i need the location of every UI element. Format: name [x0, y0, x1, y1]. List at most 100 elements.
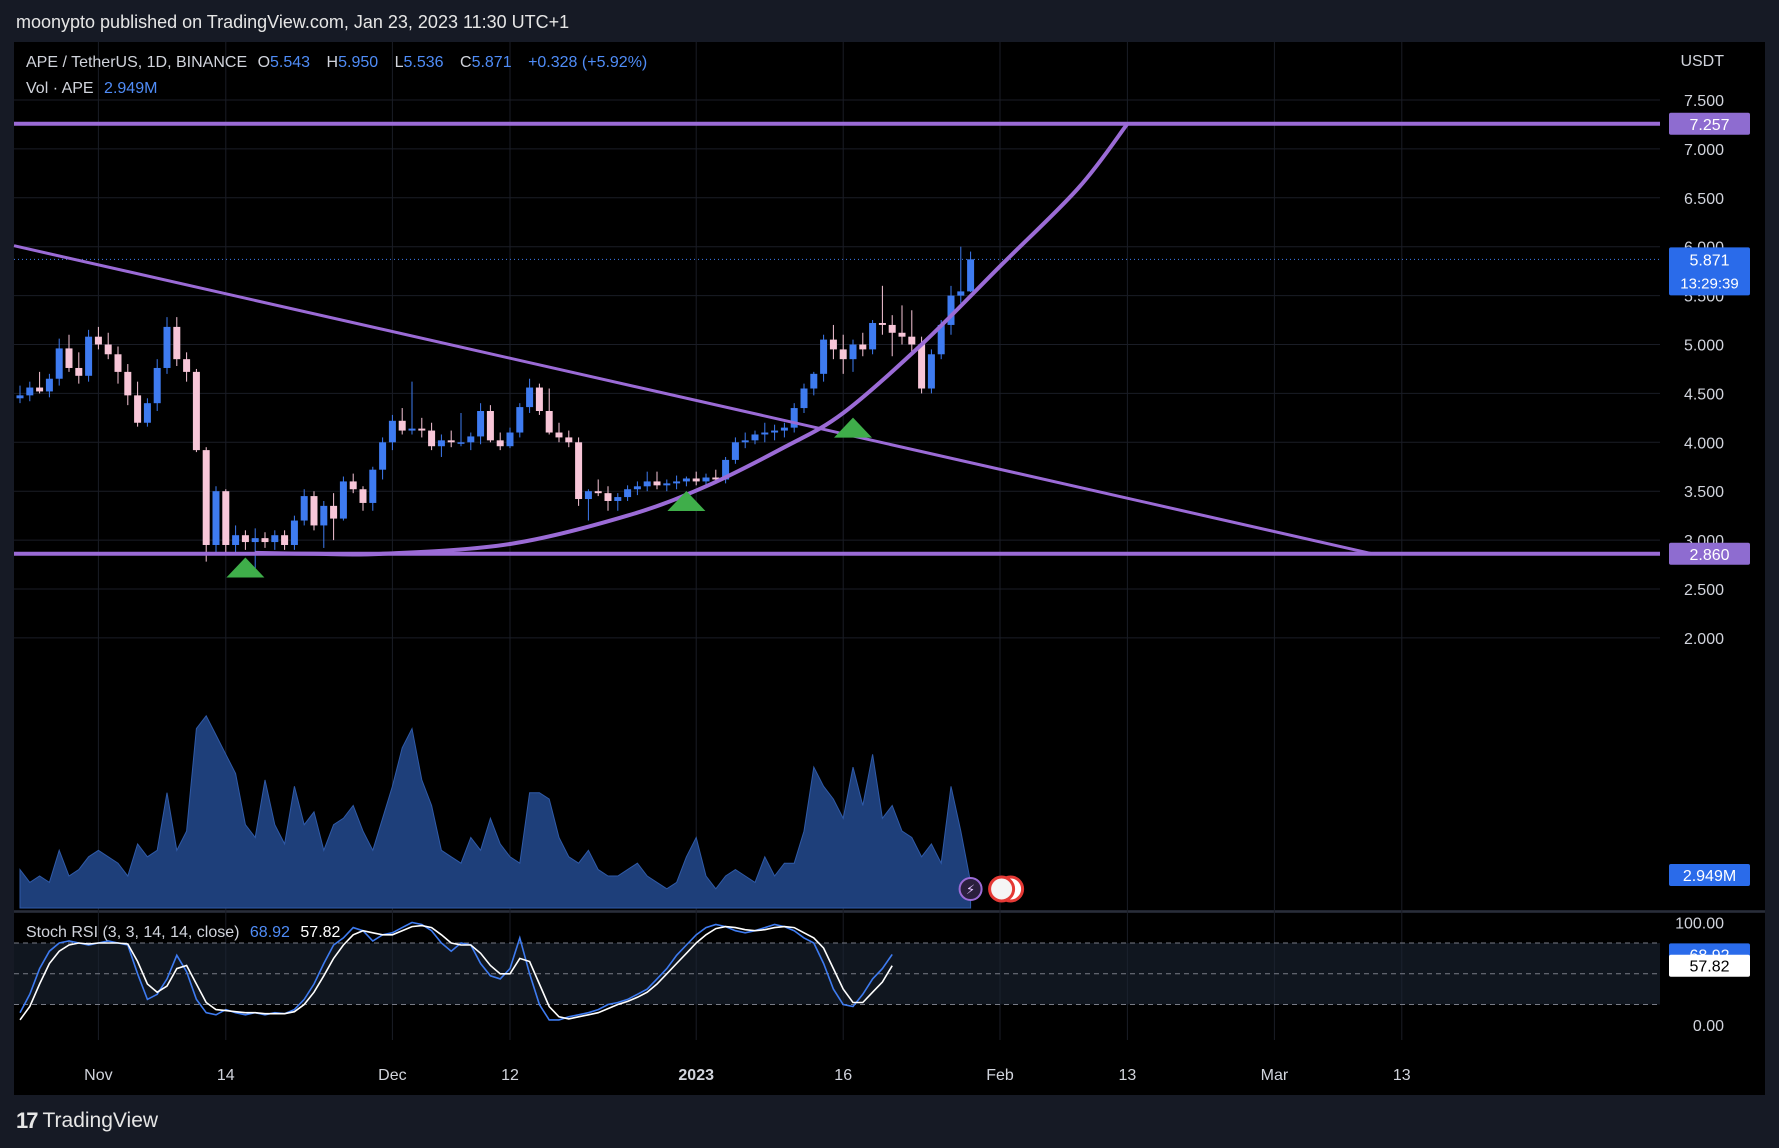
candle	[761, 422, 769, 443]
stoch-axis: 100.00 0.00	[1675, 916, 1724, 1036]
low-value: 5.536	[403, 54, 444, 71]
tradingview-logo[interactable]: 17 TradingView	[16, 1108, 158, 1134]
stoch-d-value: 57.82	[300, 924, 341, 941]
open-label: O	[257, 54, 271, 71]
candle-body	[241, 535, 249, 543]
us-flag-event-icon	[988, 875, 1016, 903]
candle	[545, 388, 553, 435]
candle-body	[771, 430, 779, 433]
candle	[516, 403, 524, 438]
candle-body	[124, 371, 132, 396]
candle	[496, 432, 504, 451]
candle-body	[55, 348, 63, 379]
stoch-tick-label: 100.00	[1675, 916, 1724, 933]
candle-body	[467, 436, 475, 443]
time-axis-pane	[14, 1040, 1765, 1095]
candle	[388, 414, 396, 451]
candle	[183, 352, 191, 382]
candle	[251, 528, 259, 575]
volume-badge-text: 2.949M	[1683, 868, 1736, 885]
ohlc-legend: APE / TetherUS, 1D, BINANCE O5.543 H5.95…	[26, 54, 653, 72]
level-badge-top: 7.257	[1669, 112, 1750, 135]
candle	[16, 385, 24, 404]
candle	[790, 403, 798, 433]
candle-body	[320, 505, 328, 526]
publish-header: moonypto published on TradingView.com, J…	[0, 0, 1779, 42]
candle-body	[947, 295, 955, 325]
candle-body	[212, 491, 220, 545]
tradingview-mark-icon: 17	[16, 1108, 39, 1133]
candle	[467, 432, 475, 451]
chart-canvas[interactable]: ⚡USDT7.5007.0006.5006.0005.5005.0004.500…	[0, 42, 1779, 1095]
candle	[134, 381, 142, 427]
candle	[839, 334, 847, 374]
stoch-d-line	[19, 924, 893, 1021]
candle	[330, 493, 338, 541]
candle-body	[516, 407, 524, 433]
candle-body	[633, 486, 641, 490]
candle-body	[457, 442, 465, 444]
candle-body	[202, 450, 210, 545]
candle-body	[379, 442, 387, 470]
candle-body	[682, 478, 690, 482]
candle-body	[388, 420, 396, 443]
candle	[45, 373, 53, 398]
candle-body	[604, 493, 612, 501]
candle-body	[653, 481, 661, 486]
candle	[898, 305, 906, 345]
candle-body	[65, 348, 73, 368]
candle	[849, 339, 857, 372]
time-tick-label: Dec	[378, 1067, 406, 1084]
drawings	[13, 121, 1660, 578]
time-axis: Nov 14 Dec 12 2023 16 Feb 13 Mar 13	[84, 1067, 1411, 1084]
volume-badge: 2.949M	[1669, 864, 1750, 886]
close-label: C	[460, 54, 472, 71]
close-value: 5.871	[471, 54, 512, 71]
candle-body	[761, 432, 769, 435]
candle	[290, 515, 298, 550]
candle-body	[16, 395, 24, 399]
candle-body	[94, 336, 102, 345]
candle	[957, 246, 965, 304]
level-badge-top-text: 7.257	[1689, 117, 1729, 134]
candle-body	[418, 428, 426, 431]
candle	[663, 479, 671, 492]
candle	[771, 424, 779, 441]
stoch-label[interactable]: Stoch RSI (3, 3, 14, 14, close)	[26, 924, 240, 941]
candle	[457, 412, 465, 447]
candle	[447, 430, 455, 448]
symbol-label[interactable]: APE / TetherUS, 1D, BINANCE	[26, 54, 248, 71]
up-arrow-icon	[667, 490, 706, 511]
candle	[271, 530, 279, 550]
candle	[741, 432, 749, 449]
candle-body	[163, 326, 171, 368]
candle	[36, 371, 44, 394]
candle-body	[153, 367, 161, 404]
level-badge-top-bg	[1669, 112, 1750, 135]
volume-label[interactable]: Vol · APE	[26, 80, 94, 97]
candle-body	[712, 477, 720, 480]
level-badge-bottom-text: 2.860	[1689, 547, 1729, 564]
candle	[418, 417, 426, 438]
price-tick-label: 5.000	[1684, 338, 1724, 355]
last-price-badge: 5.871 13:29:39	[1669, 247, 1750, 296]
candle	[751, 430, 759, 445]
candle-body	[134, 395, 142, 423]
candle-body	[408, 428, 416, 431]
level-badge-bottom-bg	[1669, 542, 1750, 565]
stoch-legend: Stoch RSI (3, 3, 14, 14, close) 68.92 57…	[26, 924, 346, 942]
up-arrow-icon	[834, 417, 872, 438]
candle-body	[722, 459, 730, 480]
candle-body	[702, 477, 710, 482]
candle-body	[859, 344, 867, 350]
candle-body	[349, 481, 357, 490]
candle-body	[820, 339, 828, 374]
candle	[506, 427, 514, 449]
candle-body	[898, 332, 906, 337]
candle	[192, 368, 200, 453]
price-tick-label: 3.500	[1684, 484, 1724, 501]
candle	[124, 364, 132, 406]
candle	[859, 332, 867, 357]
time-tick-label: 16	[834, 1067, 852, 1084]
candle-body	[496, 440, 504, 447]
